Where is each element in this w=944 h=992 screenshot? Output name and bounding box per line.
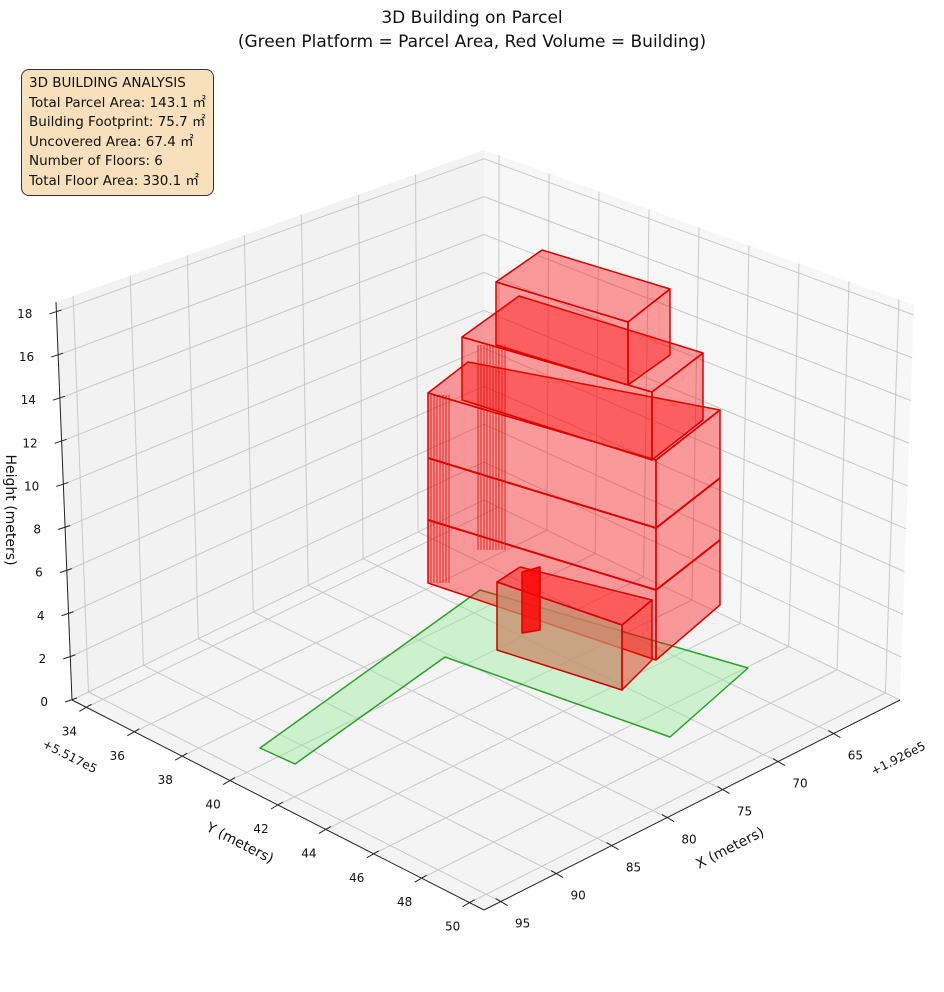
z-tick [49, 309, 62, 315]
z-gridline [59, 234, 911, 401]
info-line: Total Parcel Area: 143.1 ㎡ [29, 94, 206, 111]
parcel-platform [259, 589, 749, 765]
z-tick [52, 395, 66, 401]
x-tick [661, 814, 675, 823]
z-axis-label: Height (meters) [2, 454, 18, 565]
z-tick-label: 0 [40, 695, 48, 709]
y-tick [174, 752, 188, 761]
y-tick-label: 46 [349, 871, 364, 885]
z-tick-label: 18 [17, 307, 32, 321]
y-tick [127, 728, 140, 737]
z-tick [54, 438, 67, 444]
y-tick-label: 50 [445, 920, 460, 934]
building-top-side [627, 288, 671, 386]
z-tick-label: 16 [19, 350, 34, 364]
y-tick-label: 42 [253, 822, 268, 836]
x-gridline [129, 275, 557, 875]
y-tick [462, 899, 475, 908]
info-line: Building Footprint: 75.7 ㎡ [29, 114, 206, 130]
x-tick-label: 65 [848, 749, 863, 763]
x-gridline [300, 214, 723, 791]
y-tick [366, 850, 380, 859]
y-tick-label: 48 [397, 895, 412, 909]
x-gridline [415, 174, 834, 735]
z-tick-label: 8 [33, 523, 41, 537]
z-tick [56, 481, 69, 487]
z-tick [50, 352, 64, 358]
y-offset-label: +5.517e5 [40, 737, 99, 776]
floor-line [427, 519, 721, 592]
y-tick [79, 703, 92, 712]
x-tick [828, 730, 841, 739]
x-tick [772, 758, 786, 767]
info-line: Uncovered Area: 67.4 ㎡ [29, 133, 194, 150]
z-tick-label: 2 [39, 652, 47, 666]
y-tick-label: 36 [110, 749, 125, 763]
building-annex-side [621, 599, 653, 691]
y-tick-label: 40 [205, 798, 220, 812]
chart-title: 3D Building on Parcel [381, 8, 563, 28]
z-gridline [63, 309, 908, 487]
y-tick [318, 825, 332, 834]
building-annex-column [521, 566, 541, 634]
z-tick-label: 10 [24, 479, 39, 493]
chart-subtitle: (Green Platform = Parcel Area, Red Volum… [237, 32, 707, 52]
z-tick [61, 611, 74, 617]
y-tick [414, 874, 427, 883]
y-gridline [469, 299, 900, 904]
building-lower-side [655, 409, 721, 661]
x-gridline [357, 194, 779, 763]
y-tick-label: 38 [158, 773, 173, 787]
x-tick-label: 75 [737, 805, 752, 819]
x-tick-label: 70 [792, 777, 807, 791]
x-tick [606, 842, 619, 851]
x-axis-label: X (meters) [693, 824, 767, 872]
z-tick [64, 697, 78, 703]
floor-pane [72, 500, 900, 910]
y-tick [222, 777, 236, 786]
x-tick-label: 80 [681, 833, 696, 847]
floor-line [427, 457, 721, 530]
info-heading: 3D BUILDING ANALYSIS [29, 75, 186, 91]
z-axis-line [55, 301, 73, 701]
x-tick [550, 870, 564, 879]
x-tick-label: 90 [570, 889, 585, 903]
info-line: Number of Floors: 6 [29, 153, 163, 169]
left-pane [56, 150, 484, 700]
z-tick [57, 525, 71, 531]
z-gridline [61, 271, 910, 444]
z-tick-label: 4 [37, 609, 45, 623]
y-gridline [325, 245, 750, 830]
z-tick-label: 6 [35, 566, 43, 580]
building-middle-side [651, 352, 704, 461]
analysis-info-box: 3D BUILDING ANALYSIS Total Parcel Area: … [21, 69, 214, 196]
x-tick [495, 898, 508, 907]
y-gridline [134, 173, 550, 733]
x-offset-label: +1.926e5 [869, 739, 928, 778]
y-gridline [86, 155, 500, 708]
z-gridline [56, 158, 914, 316]
z-tick-label: 14 [21, 393, 36, 407]
x-gridline [186, 255, 612, 847]
x-axis-line [483, 699, 901, 911]
y-tick-label: 34 [62, 724, 77, 738]
x-tick [717, 786, 730, 795]
y-tick [270, 801, 284, 810]
right-pane [484, 150, 914, 700]
z-tick-label: 12 [22, 436, 37, 450]
x-gridline [243, 235, 668, 819]
info-line: Total Floor Area: 330.1 ㎡ [29, 172, 200, 189]
x-gridline [72, 295, 501, 903]
y-gridline [373, 263, 800, 855]
z-gridline [57, 196, 913, 359]
z-tick [63, 654, 76, 660]
y-gridline [421, 281, 850, 879]
x-tick-label: 85 [626, 861, 641, 875]
y-tick-label: 44 [301, 846, 316, 860]
x-tick-label: 95 [515, 917, 530, 931]
z-tick [59, 568, 72, 574]
